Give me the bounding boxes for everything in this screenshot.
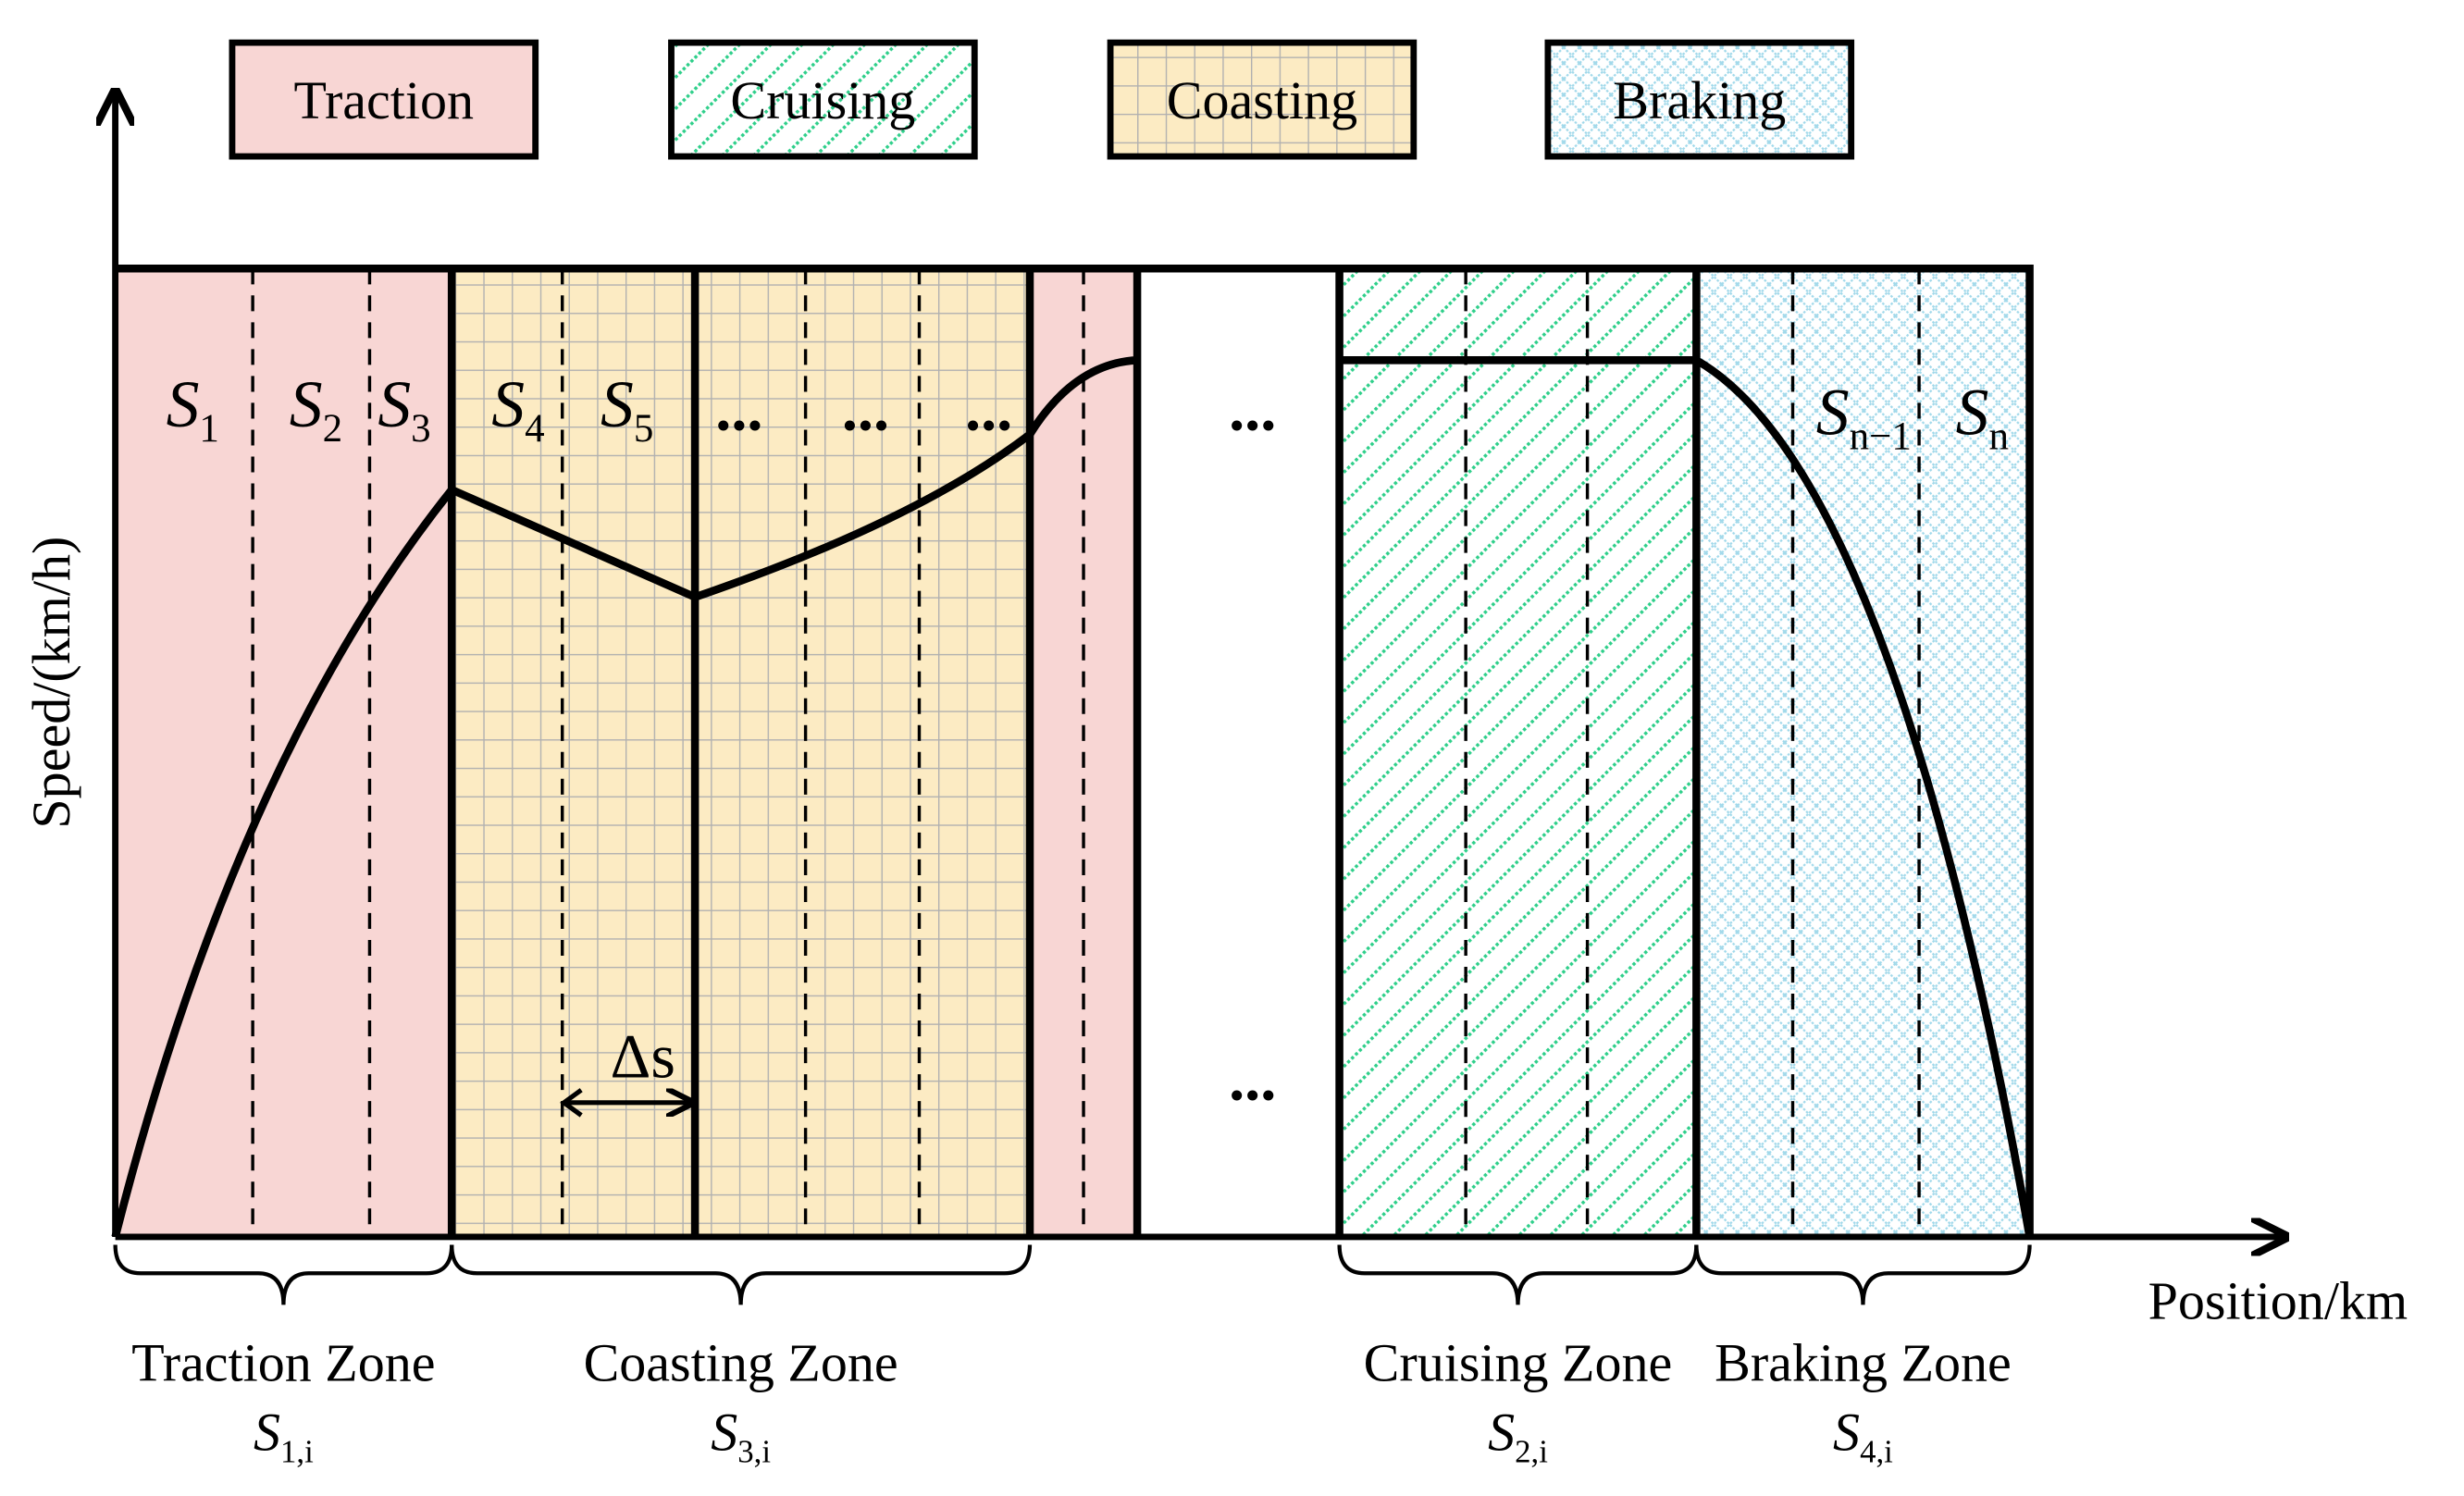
- zone-name: Traction Zone: [131, 1332, 435, 1392]
- legend-label: Braking: [1613, 70, 1786, 130]
- symbol-base: S: [711, 1402, 737, 1462]
- zone-brace: [450, 1244, 1033, 1305]
- dashed-dividers: [251, 268, 1921, 1237]
- ellipsis: ...: [1229, 373, 1276, 443]
- y-axis-label: Speed/(km/h): [21, 537, 81, 829]
- regions: [115, 268, 2030, 1237]
- legend-box: [1544, 39, 1855, 160]
- zone-symbol: S1,i: [254, 1402, 314, 1469]
- segment-label: Sn−1: [1816, 376, 1912, 459]
- zone-brace: [113, 1244, 454, 1305]
- symbol-base: S: [1833, 1402, 1860, 1462]
- zone-name: Cruising Zone: [1364, 1332, 1673, 1392]
- delta-label: Δs: [611, 1021, 675, 1092]
- legend-box: [1107, 39, 1418, 160]
- symbol-sub: 4,i: [1860, 1433, 1893, 1469]
- coasting-region: [452, 268, 1030, 1237]
- delta-arrow-head: [560, 1088, 583, 1118]
- symbol-base: S: [1488, 1402, 1515, 1462]
- legend-box: [668, 39, 978, 160]
- symbol-sub: 1,i: [280, 1433, 314, 1469]
- symbol-sub: 2,i: [1515, 1433, 1548, 1469]
- symbol-sub: 3: [411, 407, 431, 451]
- axes: Speed/(km/h) Position/km: [21, 92, 2408, 1331]
- symbol-base: S: [491, 367, 525, 441]
- segment-label: S2: [290, 367, 342, 451]
- symbol-base: S: [1956, 376, 1989, 450]
- zone-borders: [115, 265, 2034, 1237]
- symbol-base: S: [254, 1402, 280, 1462]
- zone-symbol: S2,i: [1488, 1402, 1548, 1469]
- zone-name: Braking Zone: [1715, 1332, 2012, 1392]
- symbol-sub: 3,i: [737, 1433, 771, 1469]
- zone-name: Coasting Zone: [584, 1332, 898, 1392]
- symbol-base: S: [1816, 376, 1850, 450]
- symbol-sub: 4: [525, 407, 545, 451]
- delta: Δs: [560, 1021, 691, 1118]
- zone-brace: [1694, 1244, 2032, 1305]
- ellipsis: ...: [842, 373, 889, 443]
- zone-symbol: S3,i: [711, 1402, 771, 1469]
- segment-label: S4: [491, 367, 544, 451]
- symbol-base: S: [167, 367, 200, 441]
- segment-label: S5: [601, 367, 653, 451]
- legend-label: Cruising: [730, 70, 915, 130]
- dividers: [111, 265, 2034, 1239]
- legend-label: Coasting: [1167, 70, 1357, 130]
- x-axis-label: Position/km: [2148, 1271, 2408, 1331]
- zone-symbol: S4,i: [1833, 1402, 1893, 1469]
- ellipsis: ...: [965, 373, 1012, 443]
- legend-box: [229, 39, 539, 160]
- ellipsis: ...: [715, 373, 762, 443]
- symbol-sub: 1: [199, 407, 219, 451]
- legend-label: Traction: [294, 70, 475, 130]
- symbol-base: S: [378, 367, 411, 441]
- symbol-sub: n−1: [1850, 414, 1912, 458]
- zone-brace: [1337, 1244, 1699, 1305]
- speed-curve: [111, 356, 2034, 1239]
- symbol-base: S: [290, 367, 323, 441]
- symbol-sub: n: [1989, 414, 2010, 458]
- segment-label: Sn: [1956, 376, 2009, 459]
- symbol-sub: 5: [634, 407, 654, 451]
- ellipsis: ...: [1229, 1043, 1276, 1113]
- braking-region: [1696, 268, 2030, 1237]
- cruising-region: [1339, 268, 1697, 1237]
- segment-label: S3: [378, 367, 430, 451]
- symbol-base: S: [601, 367, 634, 441]
- segment-label: S1: [167, 367, 219, 451]
- symbol-sub: 2: [323, 407, 343, 451]
